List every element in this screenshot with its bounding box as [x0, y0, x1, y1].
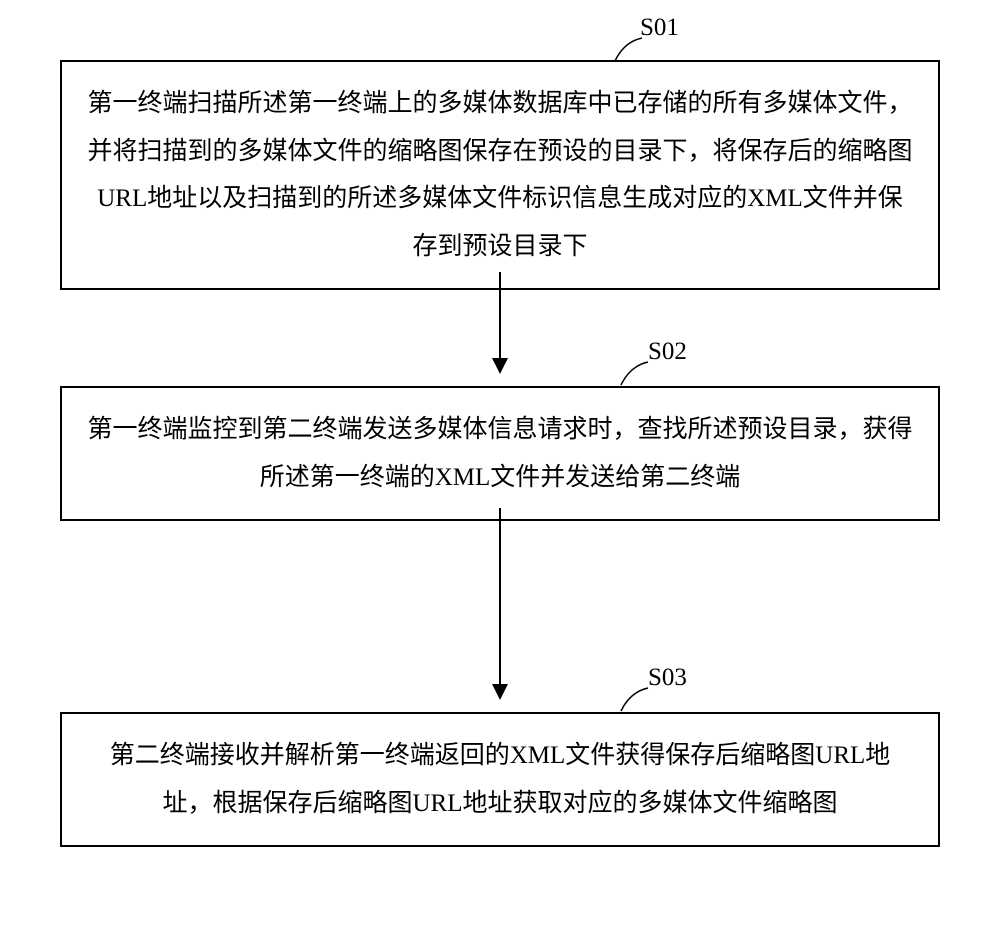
connector-s02 — [618, 358, 658, 388]
arrow-s01-s02 — [0, 262, 1000, 382]
step-box-s03: 第二终端接收并解析第一终端返回的XML文件获得保存后缩略图URL地址，根据保存后… — [60, 712, 940, 847]
arrow-s02-s03 — [0, 498, 1000, 708]
connector-s03 — [618, 684, 658, 714]
step-box-s01: 第一终端扫描所述第一终端上的多媒体数据库中已存储的所有多媒体文件，并将扫描到的多… — [60, 60, 940, 290]
step-text-s02: 第一终端监控到第二终端发送多媒体信息请求时，查找所述预设目录，获得所述第一终端的… — [87, 416, 912, 491]
step-text-s03: 第二终端接收并解析第一终端返回的XML文件获得保存后缩略图URL地址，根据保存后… — [110, 742, 891, 817]
step-text-s01: 第一终端扫描所述第一终端上的多媒体数据库中已存储的所有多媒体文件，并将扫描到的多… — [87, 90, 912, 260]
